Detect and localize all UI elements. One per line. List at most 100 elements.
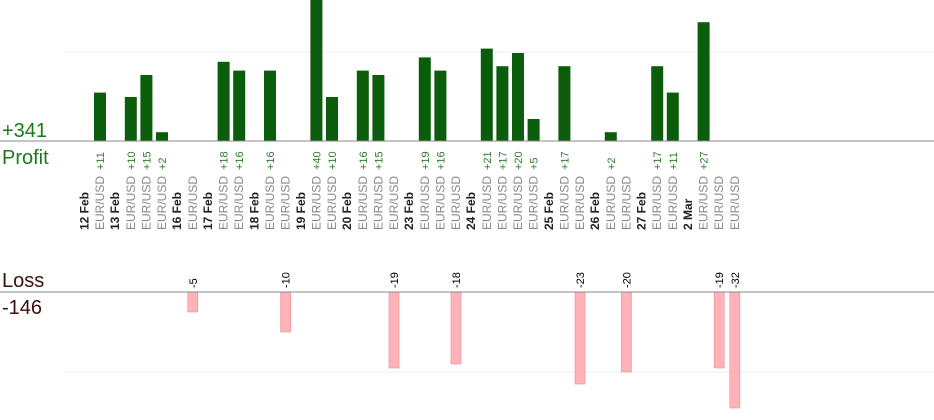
profit-value-label: +17 [559,151,571,170]
loss-label: Loss [2,270,44,292]
loss-bar [280,291,291,333]
pair-label: EUR/USD [619,176,633,230]
date-label: 27 Feb [635,192,649,230]
pair-label: EUR/USD [139,176,153,230]
profit-bar [651,66,664,141]
profit-bar [418,57,431,141]
profit-value-label: +11 [668,152,680,170]
profit-bar [666,92,679,141]
profit-value-label: +5 [529,157,541,170]
loss-total: -146 [2,297,42,319]
profit-value-label: +16 [234,151,246,170]
pair-label: EUR/USD [279,176,293,230]
date-label: 19 Feb [294,192,308,230]
pair-label: EUR/USD [433,176,447,230]
loss-value-label: -18 [451,272,463,288]
profit-value-label: +17 [652,151,664,170]
profit-value-label: +27 [699,151,711,170]
profit-value-label: +15 [141,151,153,170]
loss-bar [729,291,741,409]
date-label: 17 Feb [201,192,215,230]
profit-bar [372,75,385,141]
bars [94,0,741,409]
date-label: 23 Feb [402,192,416,230]
loss-bar [621,291,632,373]
profit-bar [527,119,540,141]
profit-bar [326,97,338,141]
profit-bar [604,132,617,141]
profit-bar [356,70,369,141]
profit-bar [434,70,447,141]
profit-bar [496,66,509,141]
date-label: 20 Feb [340,192,354,230]
pair-label: EUR/USD [527,176,541,230]
profit-value-label: +16 [435,151,447,170]
loss-bar [713,291,725,369]
profit-value-label: +15 [373,151,385,170]
profit-value-label: +19 [420,151,432,170]
profit-value-label: +16 [358,151,370,170]
profit-value-label: +40 [311,151,323,170]
profit-bar [512,53,524,141]
loss-bar [187,291,199,313]
date-label: 18 Feb [247,192,261,230]
pair-label: EUR/USD [480,176,494,230]
loss-value-label: -20 [621,272,633,288]
pair-label: EUR/USD [263,176,277,230]
pair-label: EUR/USD [371,176,385,230]
pair-label: EUR/USD [217,176,231,230]
profit-value-label: +16 [265,151,277,170]
pair-label: EUR/USD [186,176,200,230]
pair-label: EUR/USD [325,176,339,230]
pair-label: EUR/USD [232,176,246,230]
pair-label: EUR/USD [449,176,463,230]
loss-value-label: -23 [575,272,587,288]
date-label: 26 Feb [588,192,602,230]
profit-bar [124,97,137,141]
profit-value-label: +21 [482,151,494,170]
profit-bar [697,22,710,142]
pair-label: EUR/USD [666,176,680,230]
profit-value-label: +11 [95,152,107,170]
profit-value-label: +2 [157,157,169,170]
pair-label: EUR/USD [93,176,107,230]
profit-bar [480,48,493,141]
pair-label: EUR/USD [309,176,323,230]
date-label: 25 Feb [542,192,556,230]
profit-bar [233,70,246,141]
loss-bar [574,291,586,385]
profit-value-label: +10 [126,151,138,170]
date-label: 16 Feb [170,192,184,230]
loss-value-label: -5 [188,278,200,288]
profit-bar [558,66,571,141]
profit-bar [140,75,153,141]
profit-label: Profit [2,147,49,169]
profit-bar [156,132,168,141]
loss-value-label: -32 [730,272,742,288]
pair-label: EUR/USD [418,176,432,230]
profit-bar [94,92,106,141]
profit-value-label: +10 [327,151,339,170]
profit-bar [310,0,323,141]
pair-label: EUR/USD [712,176,726,230]
pair-label: EUR/USD [155,176,169,230]
pair-label: EUR/USD [124,176,138,230]
profit-bar [217,61,230,141]
pair-label: EUR/USD [650,176,664,230]
loss-bar [388,291,400,369]
profit-bar [264,70,276,141]
pair-label: EUR/USD [356,176,370,230]
profit-value-label: +20 [513,151,525,170]
pair-label: EUR/USD [728,176,742,230]
pair-label: EUR/USD [495,176,509,230]
loss-value-label: -10 [281,272,293,288]
profit-value-label: +2 [606,157,618,170]
date-label: 2 Mar [681,198,695,230]
pair-label: EUR/USD [604,176,618,230]
pair-label: EUR/USD [387,176,401,230]
profit-total: +341 [2,120,47,142]
pair-label: EUR/USD [557,176,571,230]
gridlines [64,51,934,373]
